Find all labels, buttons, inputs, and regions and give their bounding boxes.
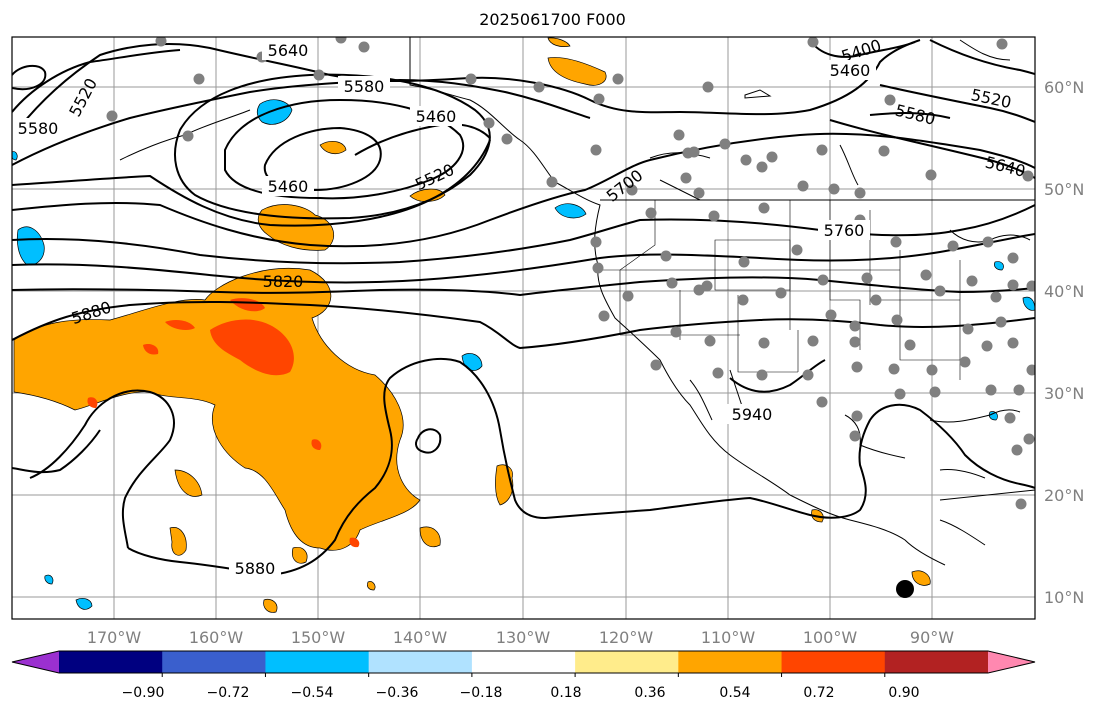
colorbar-tick-label: 0.72 [803, 685, 834, 701]
lon-label: 90°W [910, 628, 954, 647]
lat-label: 60°N [1044, 78, 1084, 97]
longitude-labels: 170°W 160°W 150°W 140°W 130°W 120°W 110°… [87, 628, 954, 647]
contour-label: 5580 [344, 77, 385, 96]
colorbar-tick-label: −0.36 [376, 685, 419, 701]
colorbar-extend-high [988, 651, 1035, 673]
map-title: 2025061700 F000 [479, 10, 626, 29]
lat-label: 20°N [1044, 486, 1084, 505]
station-markers [106, 37, 1035, 510]
colorbar-swatch [162, 651, 266, 673]
colorbar-outline [11, 650, 1036, 674]
contour-label: 5820 [263, 272, 304, 291]
colorbar-swatch [678, 651, 783, 673]
colorbar-ticks: −0.90 −0.72 −0.54 −0.36 −0.18 0.18 0.36 … [122, 685, 920, 701]
contour-label: 5460 [830, 61, 871, 80]
colorbar-extend-low [12, 651, 59, 673]
contour-label: 5580 [18, 119, 59, 138]
state-borders [600, 200, 961, 380]
lon-label: 130°W [496, 628, 551, 647]
contour-label: 5760 [824, 221, 865, 240]
lon-label: 160°W [189, 628, 244, 647]
latitude-labels: 60°N 50°N 40°N 30°N 20°N 10°N [1044, 78, 1084, 607]
contour-label: 5880 [235, 559, 276, 578]
contour-labels: 5640 5580 5520 5580 5460 5460 5520 5700 … [12, 37, 1027, 578]
storm-marker [896, 580, 914, 598]
lon-label: 140°W [393, 628, 448, 647]
colorbar [11, 650, 1036, 677]
height-contours [12, 39, 1035, 577]
colorbar-swatch [575, 651, 679, 673]
positive-anomaly-shading [13, 37, 931, 613]
contour-label: 5460 [416, 107, 457, 126]
colorbar-tick-label: 0.36 [634, 685, 665, 701]
colorbar-swatch [781, 651, 886, 673]
lon-label: 150°W [291, 628, 346, 647]
lat-label: 30°N [1044, 384, 1084, 403]
negative-anomaly-shading [12, 99, 1035, 610]
colorbar-tick-label: −0.90 [122, 685, 165, 701]
colorbar-tick-label: 0.54 [719, 685, 750, 701]
contour-label: 5640 [268, 41, 309, 60]
colorbar-tick-label: 0.90 [888, 685, 919, 701]
colorbar-swatch [59, 651, 163, 673]
lat-label: 10°N [1044, 588, 1084, 607]
lon-label: 110°W [701, 628, 756, 647]
colorbar-tick-label: −0.72 [207, 685, 250, 701]
lat-label: 40°N [1044, 282, 1084, 301]
strong-positive-anomaly-shading [87, 298, 360, 548]
colorbar-tick-label: 0.18 [550, 685, 581, 701]
colorbar-swatch [265, 651, 370, 673]
lon-label: 170°W [87, 628, 142, 647]
lon-label: 120°W [599, 628, 654, 647]
colorbar-swatch [368, 651, 473, 673]
colorbar-tick-label: −0.18 [460, 685, 503, 701]
lon-label: 100°W [803, 628, 858, 647]
map-frame [11, 36, 1036, 620]
contour-label: 5940 [732, 405, 773, 424]
colorbar-tick-label: −0.54 [291, 685, 334, 701]
contour-label: 5460 [268, 177, 309, 196]
lat-label: 50°N [1044, 180, 1084, 199]
colorbar-swatch [471, 651, 576, 673]
colorbar-swatch [884, 651, 989, 673]
